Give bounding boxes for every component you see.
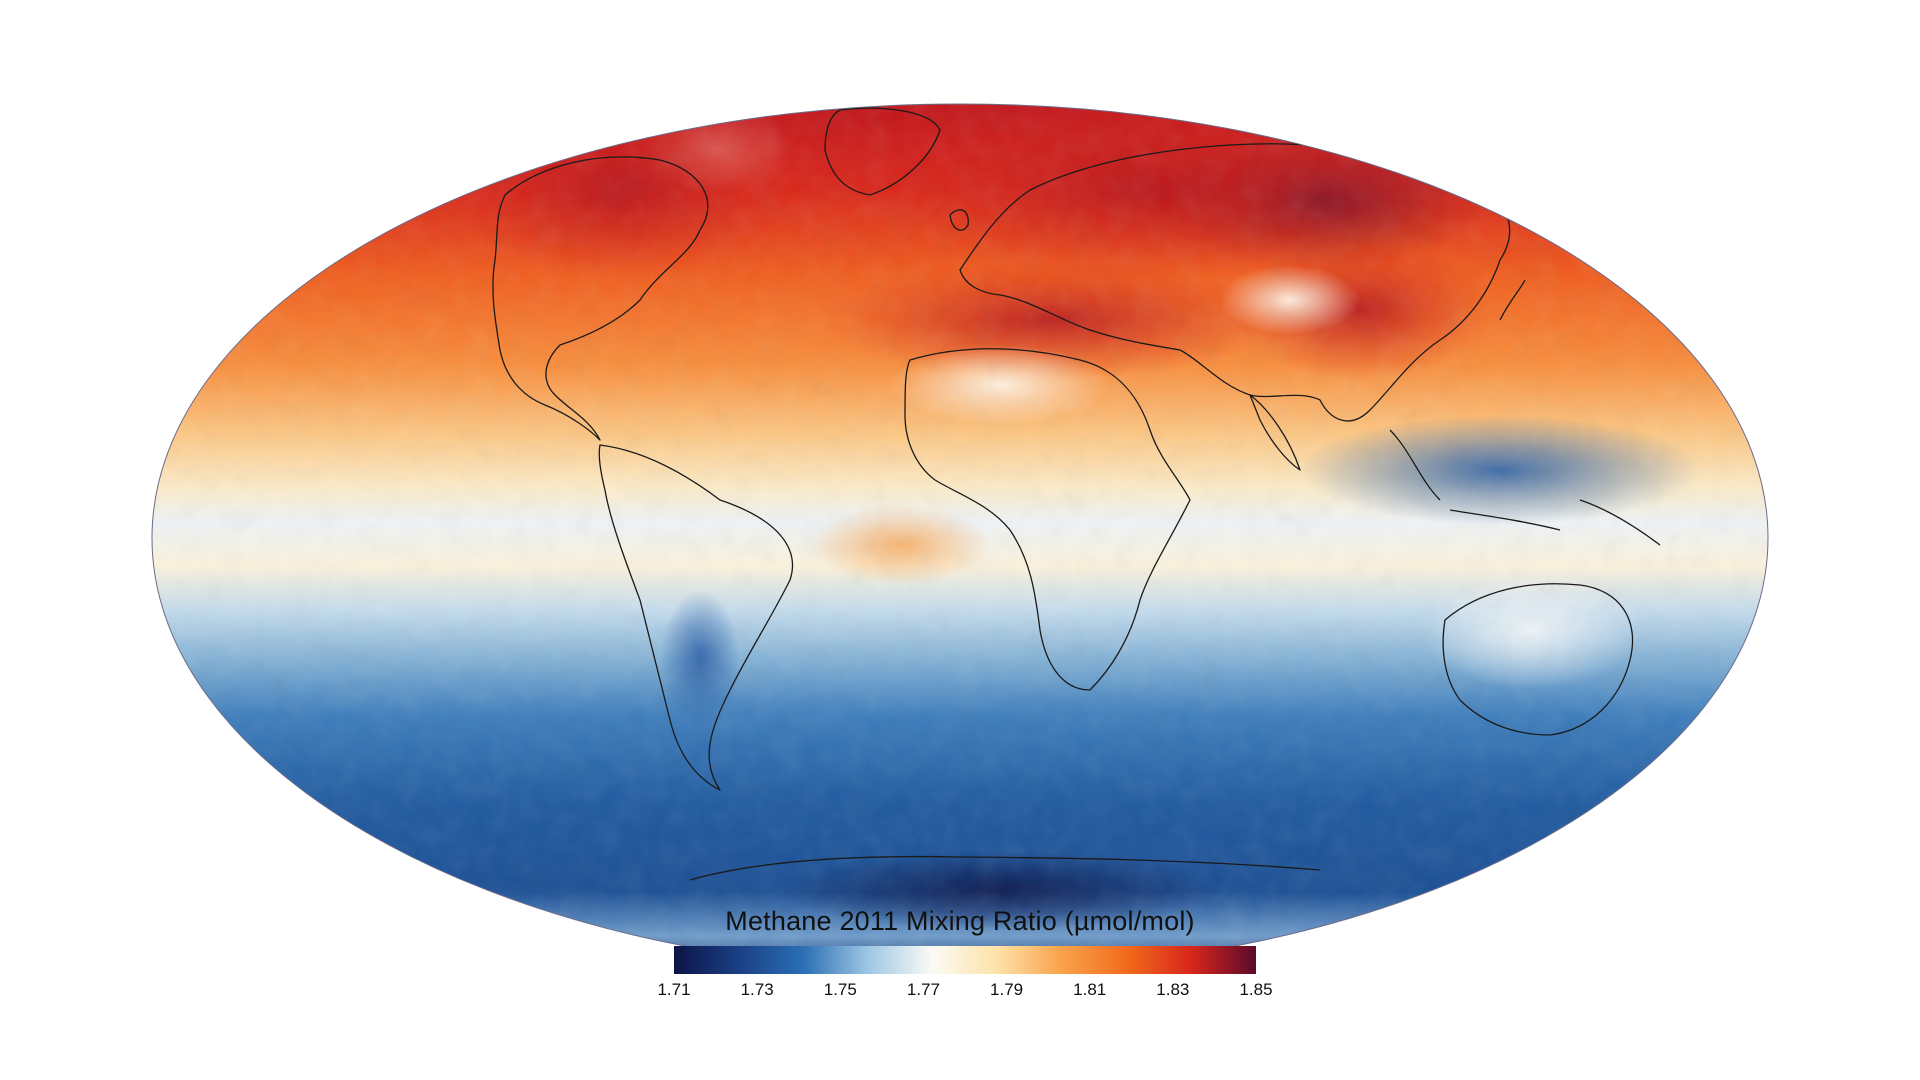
colorbar-tick-label: 1.71 [657,980,691,999]
colorbar-tick-label: 1.83 [1156,980,1190,999]
colorbar-tick-label: 1.73 [740,980,774,999]
colorbar-legend: Methane 2011 Mixing Ratio (µmol/mol) 1.7… [620,900,1300,1010]
colorbar-gradient [674,946,1256,974]
legend-title: Methane 2011 Mixing Ratio (µmol/mol) [725,906,1195,936]
coastlines [492,107,1661,881]
colorbar [674,946,1256,974]
colorbar-tick-label: 1.75 [823,980,857,999]
colorbar-ticks: 1.71 1.73 1.75 1.77 1.79 1.81 1.83 1.85 [657,980,1272,1004]
methane-field [152,104,1768,972]
colorbar-tick-label: 1.79 [990,980,1024,999]
colorbar-tick-label: 1.77 [906,980,940,999]
colorbar-tick-label: 1.85 [1239,980,1273,999]
colorbar-tick-label: 1.81 [1073,980,1107,999]
